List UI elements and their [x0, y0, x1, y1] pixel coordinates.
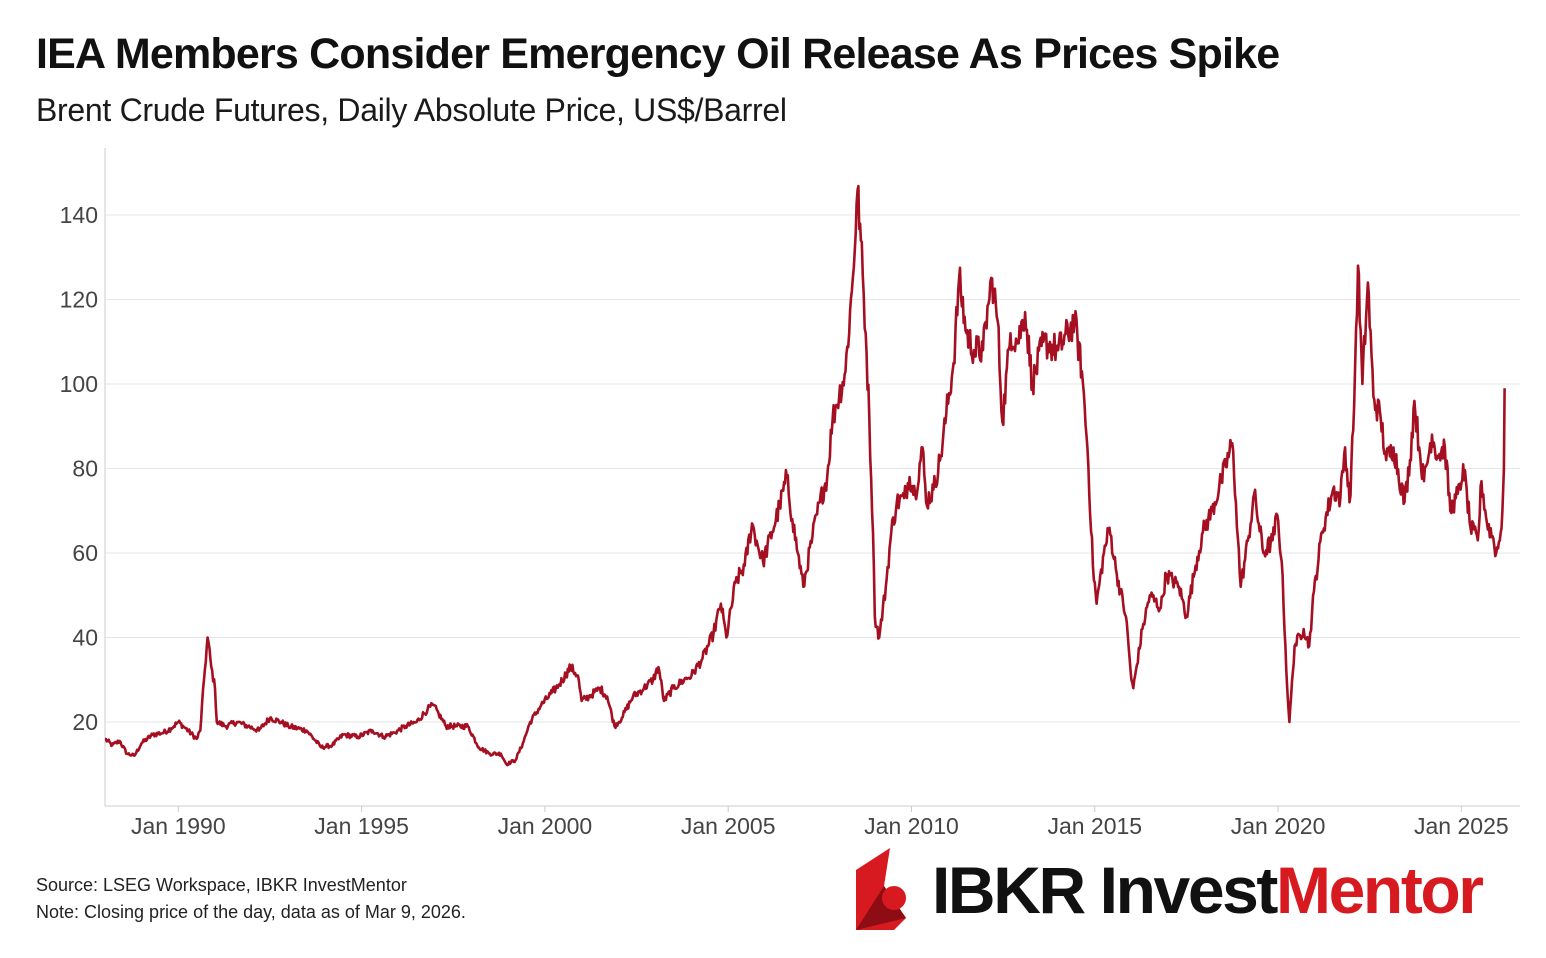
y-axis-ticks: 20 40 60 80 100 120 140 — [60, 202, 98, 735]
x-tick-label: Jan 2000 — [498, 813, 593, 839]
x-tick-label: Jan 1990 — [131, 813, 226, 839]
x-tick-label: Jan 2015 — [1047, 813, 1142, 839]
ibkr-logo-icon — [856, 848, 906, 930]
chart-subtitle: Brent Crude Futures, Daily Absolute Pric… — [36, 92, 787, 128]
series-line-brent — [104, 184, 1506, 767]
logo-text-red: Mentor — [1276, 853, 1484, 927]
y-tick-label: 20 — [72, 709, 98, 735]
series-layer — [104, 184, 1506, 767]
x-tick-label: Jan 2010 — [864, 813, 959, 839]
x-tick-label: Jan 2025 — [1414, 813, 1509, 839]
y-tick-label: 40 — [72, 625, 98, 651]
x-tick-label: Jan 2005 — [681, 813, 776, 839]
logo-wordmark: IBKR InvestMentor — [932, 852, 1484, 928]
y-tick-label: 80 — [72, 456, 98, 482]
y-tick-label: 60 — [72, 540, 98, 566]
x-tick-label: Jan 2020 — [1231, 813, 1326, 839]
x-axis-ticks: Jan 1990 Jan 1995 Jan 2000 Jan 2005 Jan 2010… — [131, 806, 1509, 839]
logo-text-dark: IBKR Invest — [932, 853, 1278, 927]
data-note: Note: Closing price of the day, data as … — [36, 902, 466, 922]
source-note: Source: LSEG Workspace, IBKR InvestMento… — [36, 875, 407, 895]
chart-title: IEA Members Consider Emergency Oil Relea… — [36, 30, 1280, 78]
y-tick-label: 100 — [60, 371, 98, 397]
y-tick-label: 120 — [60, 287, 98, 313]
grid-lines — [105, 214, 1520, 723]
x-tick-label: Jan 1995 — [314, 813, 409, 839]
ibkr-investmentor-logo: IBKR InvestMentor — [850, 846, 1522, 932]
y-tick-label: 140 — [60, 202, 98, 228]
